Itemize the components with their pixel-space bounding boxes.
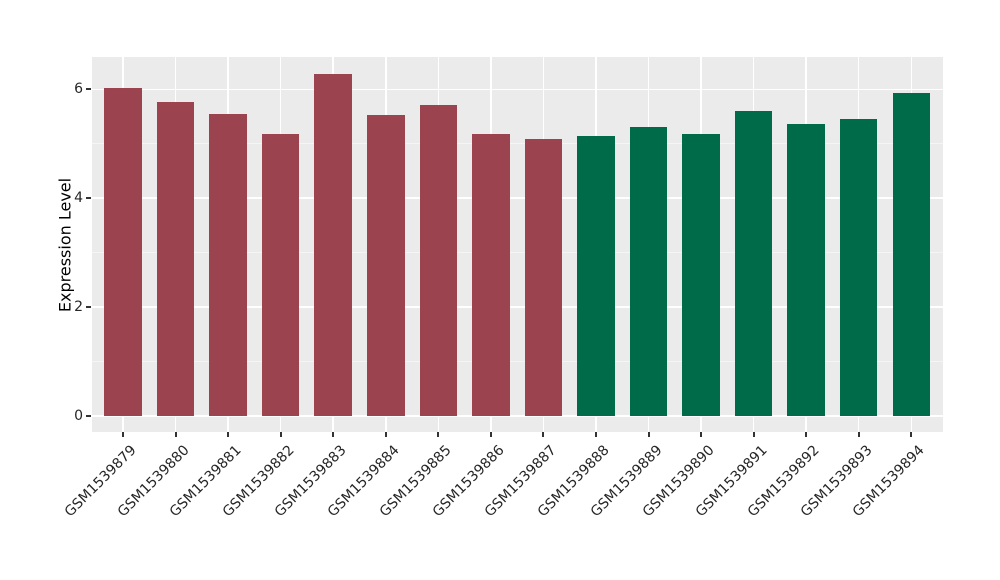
x-tick-mark (384, 432, 387, 437)
gridline-y-minor (92, 143, 943, 145)
gridline-y-major (92, 88, 943, 91)
bar-GSM1539893 (839, 119, 878, 416)
x-tick-mark (279, 432, 282, 437)
gridline-y-major (92, 306, 943, 308)
x-tick-mark (227, 432, 230, 437)
x-tick-mark (122, 432, 124, 437)
gridline-y-major (92, 197, 943, 199)
x-tick-mark (332, 432, 335, 437)
x-tick-mark (910, 432, 913, 437)
gridline-y-minor (92, 361, 943, 363)
y-tick-label: 6 (74, 81, 83, 98)
y-tick-label: 2 (74, 299, 83, 316)
bar-GSM1539891 (734, 111, 773, 416)
bar-GSM1539879 (104, 88, 142, 416)
y-tick-mark (86, 306, 91, 309)
bar-GSM1539880 (156, 101, 195, 416)
y-tick-label: 0 (74, 408, 83, 424)
bar-GSM1539888 (577, 136, 615, 416)
x-tick-mark (594, 432, 597, 437)
bar-GSM1539881 (209, 114, 247, 416)
y-tick-mark (86, 415, 91, 417)
bar-GSM1539890 (682, 133, 720, 416)
y-tick-mark (86, 88, 91, 91)
bar-GSM1539883 (314, 73, 352, 416)
bar-GSM1539889 (629, 127, 668, 416)
bar-GSM1539886 (472, 134, 510, 416)
x-tick-mark (700, 432, 703, 437)
bar-GSM1539892 (787, 123, 825, 416)
y-axis-title: Expression Level (55, 177, 75, 312)
x-tick-mark (857, 432, 860, 437)
x-tick-mark (805, 432, 808, 437)
x-tick-mark (542, 432, 545, 437)
gridline-y-major (92, 415, 943, 417)
bar-GSM1539894 (892, 93, 930, 416)
bar-GSM1539884 (367, 115, 405, 416)
bar-GSM1539885 (419, 105, 458, 416)
x-tick-mark (174, 432, 177, 437)
bar-GSM1539887 (524, 138, 563, 416)
y-tick-label: 4 (74, 190, 83, 207)
plot-panel (92, 57, 943, 432)
x-tick-mark (647, 432, 650, 437)
gridline-y-minor (92, 252, 943, 254)
x-tick-mark (437, 432, 440, 437)
x-tick-mark (752, 432, 755, 437)
x-tick-mark (489, 432, 492, 437)
bar-GSM1539882 (261, 134, 300, 416)
y-tick-mark (86, 197, 91, 200)
